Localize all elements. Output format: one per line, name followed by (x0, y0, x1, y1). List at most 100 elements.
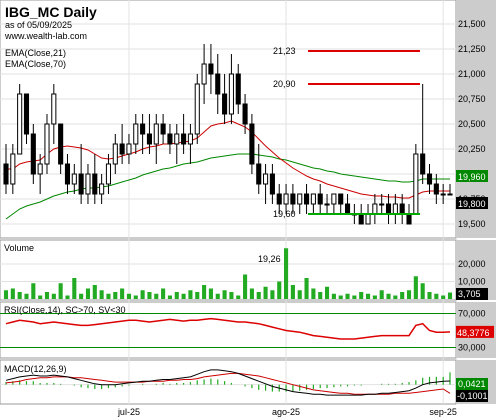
volume-bar (413, 276, 418, 299)
volume-bar (215, 293, 220, 299)
candle-body (133, 123, 139, 145)
volume-bar (106, 293, 111, 299)
rsi-last-value: 48,3776 (457, 328, 490, 338)
candle-body (222, 93, 228, 115)
volume-bar (441, 295, 446, 299)
volume-bar (174, 292, 179, 299)
candle-body (17, 93, 23, 155)
candle-body (126, 143, 132, 155)
volume-bar (297, 290, 302, 299)
volume-bar (99, 290, 104, 299)
volume-bar (406, 290, 412, 299)
candle-body (23, 93, 30, 135)
candle-body (78, 173, 84, 195)
candle-body (64, 163, 71, 185)
volume-bar (222, 290, 227, 299)
volume-bar (311, 288, 316, 299)
candle-body (263, 173, 269, 185)
volume-bar (51, 293, 56, 299)
volume-bar (386, 293, 391, 299)
macd-series (5, 369, 451, 396)
candle-body (105, 163, 112, 185)
volume-bar (202, 285, 207, 299)
volume-bar (270, 290, 275, 299)
chart-title: IBG_MC Daily (5, 4, 97, 20)
candle-body (433, 183, 439, 195)
volume-bar (38, 295, 43, 299)
rsi-tick-label: 30,000 (458, 343, 486, 353)
volume-bar (379, 290, 384, 299)
macd-pane (0, 359, 457, 405)
candle-body (44, 123, 50, 165)
volume-bar (284, 248, 289, 299)
candle-body (201, 63, 207, 85)
candle-body (317, 193, 323, 205)
candle-body (146, 133, 152, 145)
ema70-last-value: 19,960 (458, 172, 486, 182)
signal-last-tag (456, 390, 488, 402)
rsi-line (5, 317, 451, 340)
volume-bar (249, 288, 254, 299)
ema21-legend: EMA(Close,21) (5, 48, 66, 58)
time-tick-label: ago-25 (272, 407, 300, 417)
rsi-label: RSI(Close,14), SC>70, SV<30 (4, 305, 126, 315)
rsi-series (0, 313, 456, 348)
macd-last-value: 0,0421 (458, 379, 486, 389)
volume-bar (195, 292, 200, 299)
volume-bar (24, 293, 29, 299)
volume-last-value: 3,705 (458, 289, 481, 299)
volume-tick-label: 10,000 (458, 277, 486, 287)
macd-line (5, 369, 451, 396)
volume-bar (72, 278, 77, 299)
macd-last-tag (456, 378, 488, 390)
volume-bar (434, 293, 439, 299)
volume-bar (10, 288, 15, 299)
candle-body (413, 153, 419, 215)
candle-body (3, 163, 9, 185)
candle-body (208, 63, 214, 75)
level-label: 20,90 (273, 79, 296, 89)
volume-bar (420, 283, 425, 299)
chart-date: as of 05/09/2025 (5, 20, 72, 30)
candle-body (310, 193, 316, 205)
volume-bar (290, 285, 295, 299)
candle-body (160, 123, 166, 135)
volume-bar (256, 292, 261, 299)
rsi-pane (0, 301, 457, 359)
volume-bar (140, 290, 145, 299)
candle-body (365, 213, 371, 225)
volume-bar (372, 295, 377, 299)
price-tick-label: 21,000 (458, 69, 486, 79)
price-tick-label: 21,500 (458, 19, 486, 29)
macd-label: MACD(12,26,9) (4, 364, 67, 374)
volume-bar (318, 292, 323, 299)
volume-bar (133, 295, 138, 299)
rsi-tick-label: 70,000 (458, 309, 486, 319)
volume-annotation: 19,26 (258, 254, 281, 264)
signal-last-value: -0,1001 (457, 391, 488, 401)
volume-bar (17, 292, 22, 299)
candle-body (85, 173, 91, 195)
candle-body (235, 73, 241, 105)
price-tick-label: 20,500 (458, 119, 486, 129)
candle-body (344, 203, 351, 215)
candle-body (269, 173, 275, 195)
candle-body (194, 83, 200, 135)
level-label: 21,23 (273, 46, 296, 56)
candle-body (242, 103, 248, 125)
chart-source: www.wealth-lab.com (4, 31, 87, 41)
candle-body (324, 203, 330, 206)
volume-bar (427, 292, 432, 299)
candle-body (228, 73, 234, 115)
candle-body (167, 133, 173, 145)
candle-body (10, 153, 16, 185)
candle-body (51, 93, 57, 125)
volume-bar (229, 292, 234, 299)
price-tick-label: 21,250 (458, 44, 486, 54)
horizontal-levels: 21,23 20,90 19,60 (273, 46, 420, 219)
ema21-series (6, 120, 450, 199)
candle-body (447, 193, 453, 196)
candle-body (153, 123, 159, 145)
candle-body (406, 213, 412, 225)
